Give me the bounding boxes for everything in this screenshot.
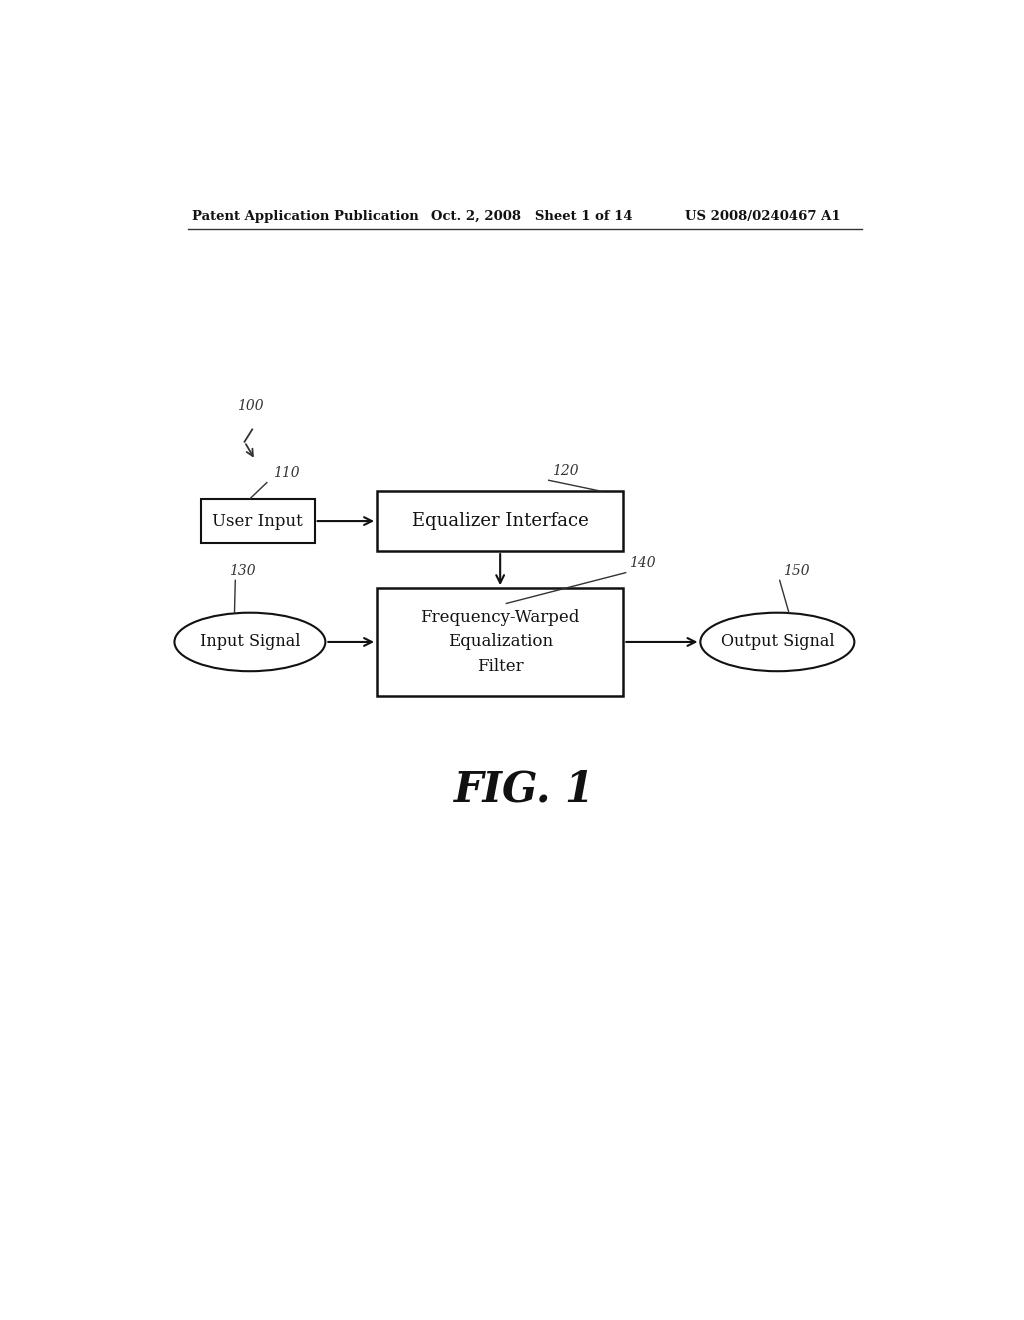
Text: 110: 110 [273, 466, 300, 480]
FancyBboxPatch shape [377, 589, 624, 696]
Text: 140: 140 [630, 556, 656, 570]
Text: FIG. 1: FIG. 1 [455, 768, 595, 810]
Text: 130: 130 [229, 564, 256, 578]
Text: 100: 100 [237, 399, 263, 412]
Text: 150: 150 [783, 564, 810, 578]
Text: US 2008/0240467 A1: US 2008/0240467 A1 [685, 210, 841, 223]
Text: Patent Application Publication: Patent Application Publication [193, 210, 419, 223]
Text: User Input: User Input [212, 512, 303, 529]
Ellipse shape [700, 612, 854, 671]
Text: 120: 120 [553, 463, 580, 478]
Text: Frequency-Warped
Equalization
Filter: Frequency-Warped Equalization Filter [421, 609, 580, 676]
Text: Equalizer Interface: Equalizer Interface [412, 512, 589, 531]
Ellipse shape [174, 612, 326, 671]
FancyBboxPatch shape [377, 491, 624, 552]
Text: Oct. 2, 2008   Sheet 1 of 14: Oct. 2, 2008 Sheet 1 of 14 [431, 210, 633, 223]
FancyBboxPatch shape [201, 499, 314, 544]
Text: Output Signal: Output Signal [721, 634, 835, 651]
Text: Input Signal: Input Signal [200, 634, 300, 651]
